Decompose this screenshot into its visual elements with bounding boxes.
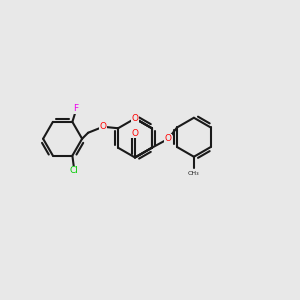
Text: CH₃: CH₃ (188, 170, 200, 175)
Text: F: F (73, 104, 78, 113)
Text: O: O (131, 114, 139, 123)
Text: O: O (165, 134, 172, 143)
Text: O: O (131, 129, 139, 138)
Text: O: O (99, 122, 106, 131)
Text: Cl: Cl (69, 166, 78, 175)
